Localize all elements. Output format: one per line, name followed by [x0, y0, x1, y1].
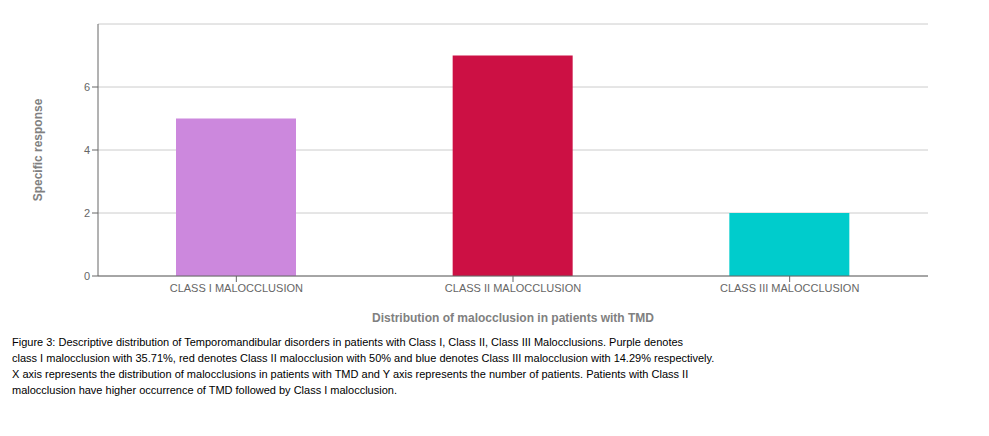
svg-text:CLASS II MALOCCLUSION: CLASS II MALOCCLUSION	[445, 282, 581, 294]
svg-text:6: 6	[84, 81, 90, 93]
svg-text:CLASS I MALOCCLUSION: CLASS I MALOCCLUSION	[170, 282, 303, 294]
html-text:X axis represents the distribu: X axis represents the distribution of ma…	[12, 368, 689, 380]
html-text:Figure 3: Descriptive distribu: Figure 3: Descriptive distribution of Te…	[12, 336, 684, 348]
html-text:class I malocclusion with 35.7: class I malocclusion with 35.71%, red de…	[12, 352, 715, 364]
svg-text:Specific response: Specific response	[31, 98, 45, 201]
svg-text:Distribution of malocclusion i: Distribution of malocclusion in patients…	[372, 311, 654, 325]
svg-text:2: 2	[84, 207, 90, 219]
svg-text:4: 4	[84, 144, 90, 156]
html-text:malocclusion have higher occur: malocclusion have higher occurrence of T…	[12, 384, 397, 396]
svg-text:CLASS III MALOCCLUSION: CLASS III MALOCCLUSION	[720, 282, 859, 294]
svg-text:0: 0	[84, 270, 90, 282]
